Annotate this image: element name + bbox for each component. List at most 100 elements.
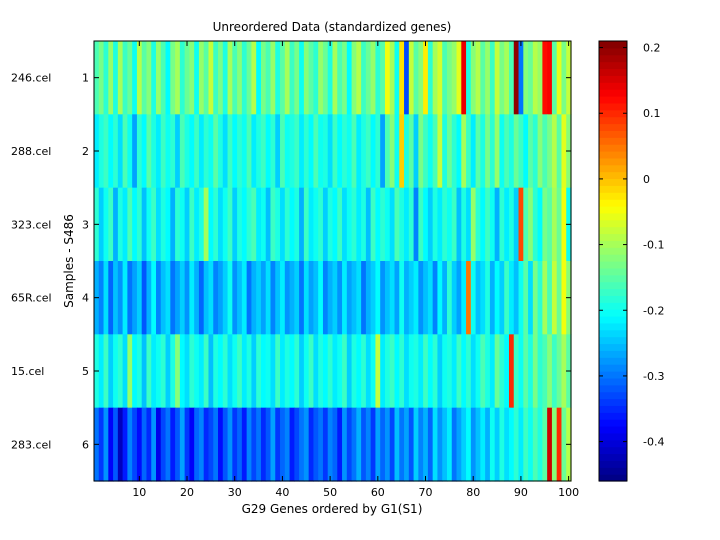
heatmap-cell — [132, 187, 138, 262]
heatmap-cell — [194, 334, 200, 409]
heatmap-cell — [384, 261, 391, 335]
heatmap-cell — [270, 407, 276, 482]
heatmap-cell — [213, 407, 219, 482]
heatmap-cell — [256, 114, 262, 189]
heatmap-cell — [361, 41, 367, 115]
colorbar-segment — [599, 68, 627, 76]
heatmap-cell — [418, 407, 424, 482]
heatmap-cell — [461, 261, 467, 335]
heatmap-cell — [198, 261, 205, 335]
heatmap-cell — [179, 41, 186, 115]
heatmap-cell — [489, 407, 496, 482]
heatmap-cell — [423, 334, 429, 409]
x-tick-label: 20 — [180, 486, 194, 499]
heatmap-cell — [532, 187, 539, 262]
heatmap-cell — [446, 187, 453, 262]
heatmap-cell — [337, 261, 343, 335]
heatmap-cell — [117, 261, 124, 335]
heatmap-cell — [198, 187, 205, 262]
colorbar-tick-label: 0.1 — [643, 107, 661, 120]
heatmap-cell — [251, 114, 257, 189]
colorbar-segment — [599, 61, 627, 70]
sample-name-label: 283.cel — [11, 438, 51, 451]
heatmap-cell — [346, 187, 353, 262]
heatmap-cell — [127, 261, 133, 335]
heatmap-cell — [337, 187, 343, 262]
heatmap-cell — [508, 114, 515, 189]
heatmap-cell — [456, 334, 462, 409]
heatmap-cell — [361, 261, 367, 335]
colorbar-segment — [599, 130, 627, 138]
heatmap-cell — [504, 261, 510, 335]
heatmap-cell — [184, 114, 190, 189]
heatmap-cell — [98, 261, 105, 335]
heatmap-cell — [260, 187, 267, 262]
heatmap-cell — [461, 407, 467, 482]
colorbar-segment — [599, 384, 627, 393]
heatmap-cell — [351, 334, 357, 409]
heatmap-cell — [175, 407, 181, 482]
heatmap-cell — [337, 114, 343, 189]
heatmap-cell — [523, 261, 529, 335]
heatmap-cell — [351, 114, 357, 189]
heatmap-cell — [547, 187, 553, 262]
heatmap-cell — [470, 334, 477, 409]
heatmap-cell — [370, 114, 377, 189]
heatmap-cell — [461, 187, 467, 262]
heatmap-cell — [451, 114, 458, 189]
heatmap-cell — [528, 41, 534, 115]
heatmap-cell — [399, 187, 405, 262]
heatmap-cell — [370, 41, 377, 115]
heatmap-cell — [342, 261, 348, 335]
heatmap-cell — [227, 41, 233, 115]
heatmap-cell — [537, 261, 543, 335]
heatmap-cell — [542, 187, 548, 262]
heatmap-cell — [466, 407, 472, 482]
heatmap-cell — [198, 41, 205, 115]
row-index-label: 1 — [82, 72, 89, 85]
heatmap-cell — [175, 334, 181, 409]
heatmap-cell — [98, 407, 105, 482]
heatmap-cell — [389, 261, 396, 335]
heatmap-cell — [404, 334, 410, 409]
heatmap-cell — [475, 407, 481, 482]
heatmap-cell — [141, 407, 148, 482]
x-tick-label: 10 — [132, 486, 146, 499]
heatmap-cell — [489, 41, 496, 115]
heatmap-cell — [513, 261, 520, 335]
heatmap-cell — [237, 407, 243, 482]
colorbar-segment — [599, 267, 627, 276]
heatmap-cell — [251, 187, 257, 262]
heatmap-cell — [470, 187, 477, 262]
heatmap-cell — [418, 114, 424, 189]
heatmap-cell — [389, 334, 396, 409]
heatmap-cell — [127, 187, 133, 262]
heatmap-cell — [499, 334, 505, 409]
heatmap-cell — [480, 41, 486, 115]
heatmap-cell — [303, 187, 310, 262]
heatmap-cell — [308, 187, 315, 262]
heatmap-cell — [322, 407, 329, 482]
heatmap-cell — [136, 114, 143, 189]
heatmap-cell — [208, 261, 214, 335]
heatmap-cell — [256, 334, 262, 409]
heatmap-cell — [284, 187, 291, 262]
heatmap-cell — [508, 407, 515, 482]
heatmap-cell — [547, 114, 553, 189]
colorbar-tick-label: -0.2 — [643, 304, 664, 317]
heatmap-cell — [280, 41, 286, 115]
row-index-label: 6 — [82, 438, 89, 451]
colorbar-tick-label: -0.1 — [643, 239, 664, 252]
heatmap-cell — [423, 261, 429, 335]
colorbar-segment — [599, 82, 627, 90]
heatmap-cell — [275, 407, 281, 482]
heatmap-cell — [494, 334, 501, 409]
heatmap-cell — [408, 187, 415, 262]
heatmap-cell — [127, 41, 133, 115]
heatmap-cell — [470, 407, 477, 482]
heatmap-cell — [246, 114, 253, 189]
colorbar-segment — [599, 144, 627, 152]
heatmap-cell — [528, 334, 534, 409]
colorbar-segment — [599, 295, 627, 303]
heatmap-cell — [404, 41, 410, 115]
